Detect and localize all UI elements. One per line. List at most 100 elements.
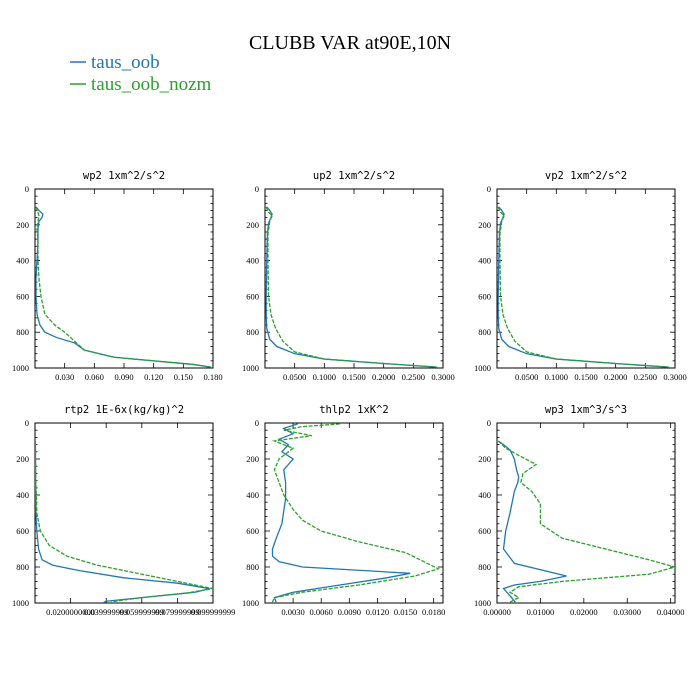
y-tick-label: 0 <box>25 184 29 194</box>
y-tick-label: 600 <box>478 291 491 301</box>
y-tick-label: 1000 <box>474 598 491 608</box>
legend-item-1: taus_oob <box>70 52 160 73</box>
series-line-taus-oob <box>265 206 438 368</box>
figure-title: CLUBB VAR at90E,10N <box>249 32 451 54</box>
panel-title: up2 1xm^2/s^2 <box>313 170 395 182</box>
plot-frame <box>264 188 444 369</box>
y-tick-label: 1000 <box>12 598 29 608</box>
y-tick-label: 0 <box>255 184 259 194</box>
x-tick-label: 0.03000 <box>613 607 641 617</box>
y-tick-label: 400 <box>16 256 29 266</box>
y-tick-label: 200 <box>478 454 491 464</box>
x-tick-label: 0.02000 <box>570 607 598 617</box>
y-tick-label: 800 <box>16 327 29 337</box>
series-line-taus-oob-nozm <box>497 206 670 368</box>
y-tick-label: 800 <box>478 327 491 337</box>
x-tick-label: 0.3000 <box>431 372 454 382</box>
x-tick-label: 0.0120 <box>366 607 389 617</box>
series-line-taus-oob <box>271 423 411 603</box>
y-tick-label: 400 <box>478 256 491 266</box>
plot-frame <box>496 422 676 604</box>
series-line-taus-oob-nozm <box>35 206 212 368</box>
x-tick-label: 0.120 <box>144 372 163 382</box>
x-tick-label: 0.01000 <box>527 607 555 617</box>
panel-1: wp2 1xm^2/s^2 0 200 400 600 800 1000 0.030 0.060… <box>12 170 223 382</box>
y-tick-label: 200 <box>246 454 259 464</box>
legend-item-2: taus_oob_nozm <box>70 74 212 95</box>
y-tick-label: 400 <box>478 490 491 500</box>
x-tick-label: 0.059999999 <box>119 607 164 617</box>
y-tick-label: 0 <box>25 418 29 428</box>
panel-4: rtp2 1E-6x(kg/kg)^2 0 200 400 600 800 1000 0.02… <box>12 404 235 617</box>
y-tick-label: 400 <box>246 256 259 266</box>
x-tick-label: 0.1000 <box>545 372 568 382</box>
x-tick-label: 0.00000 <box>483 607 511 617</box>
legend: taus_oob taus_oob_nozm <box>70 52 212 95</box>
y-tick-label: 600 <box>246 291 259 301</box>
y-tick-label: 0 <box>487 184 491 194</box>
x-tick-label: 0.2000 <box>372 372 395 382</box>
y-tick-label: 200 <box>16 220 29 230</box>
panel-2: up2 1xm^2/s^2 0 200 400 600 800 1000 0.0500 0.10… <box>242 170 455 382</box>
x-tick-label: 0.1500 <box>342 372 365 382</box>
y-tick-label: 1000 <box>12 363 29 373</box>
panel-title: vp2 1xm^2/s^2 <box>545 170 627 182</box>
y-tick-label: 600 <box>16 291 29 301</box>
x-tick-label: 0.3000 <box>663 372 686 382</box>
series-line-taus-oob-nozm <box>271 423 441 603</box>
x-tick-label: 0.04000 <box>657 607 685 617</box>
x-tick-label: 0.0500 <box>515 372 538 382</box>
x-tick-label: 0.0030 <box>281 607 304 617</box>
legend-label-2: taus_oob_nozm <box>91 74 212 95</box>
x-tick-label: 0.2500 <box>634 372 657 382</box>
series-line-taus-oob-nozm <box>265 206 438 368</box>
x-tick-label: 0.0150 <box>394 607 417 617</box>
series-line-taus-oob <box>497 440 567 603</box>
y-tick-label: 600 <box>246 526 259 536</box>
x-tick-label: 0.1500 <box>574 372 597 382</box>
plot-frame <box>34 188 214 369</box>
series-line-taus-oob-nozm <box>497 440 675 603</box>
y-tick-label: 0 <box>487 418 491 428</box>
x-tick-label: 0.079999999 <box>155 607 200 617</box>
series-line-taus-oob-nozm <box>35 440 213 603</box>
y-tick-label: 400 <box>246 490 259 500</box>
y-tick-label: 600 <box>16 526 29 536</box>
x-tick-label: 0.1000 <box>313 372 336 382</box>
x-tick-label: 0.0180 <box>422 607 445 617</box>
y-tick-label: 800 <box>246 562 259 572</box>
x-tick-label: 0.099999999 <box>191 607 236 617</box>
panel-5: thlp2 1xK^2 0 200 400 600 800 1000 0.0030 0.0060… <box>242 404 445 617</box>
panel-title: thlp2 1xK^2 <box>319 404 389 416</box>
y-tick-label: 400 <box>16 490 29 500</box>
x-tick-label: 0.2500 <box>402 372 425 382</box>
x-tick-label: 0.150 <box>174 372 193 382</box>
x-tick-label: 0.060 <box>85 372 104 382</box>
x-tick-label: 0.039999999 <box>84 607 129 617</box>
y-tick-label: 1000 <box>474 363 491 373</box>
y-tick-label: 200 <box>16 454 29 464</box>
x-tick-label: 0.0090 <box>338 607 361 617</box>
y-tick-label: 800 <box>478 562 491 572</box>
y-tick-label: 0 <box>255 418 259 428</box>
series-line-taus-oob <box>497 206 670 368</box>
panel-title: wp2 1xm^2/s^2 <box>83 170 165 182</box>
y-tick-label: 600 <box>478 526 491 536</box>
x-tick-label: 0.0200000000 <box>46 607 95 617</box>
panel-title: wp3 1xm^3/s^3 <box>545 404 627 416</box>
y-tick-label: 1000 <box>242 363 259 373</box>
x-tick-label: 0.030 <box>55 372 74 382</box>
y-tick-label: 200 <box>478 220 491 230</box>
series-line-taus-oob <box>35 206 212 368</box>
y-tick-label: 800 <box>246 327 259 337</box>
panel-title: rtp2 1E-6x(kg/kg)^2 <box>64 404 184 416</box>
x-tick-label: 0.2000 <box>604 372 627 382</box>
legend-label-1: taus_oob <box>91 52 160 73</box>
y-tick-label: 1000 <box>242 598 259 608</box>
plot-frame <box>264 422 444 604</box>
x-tick-label: 0.0500 <box>283 372 306 382</box>
series-line-taus-oob <box>35 440 210 603</box>
x-tick-label: 0.180 <box>203 372 222 382</box>
